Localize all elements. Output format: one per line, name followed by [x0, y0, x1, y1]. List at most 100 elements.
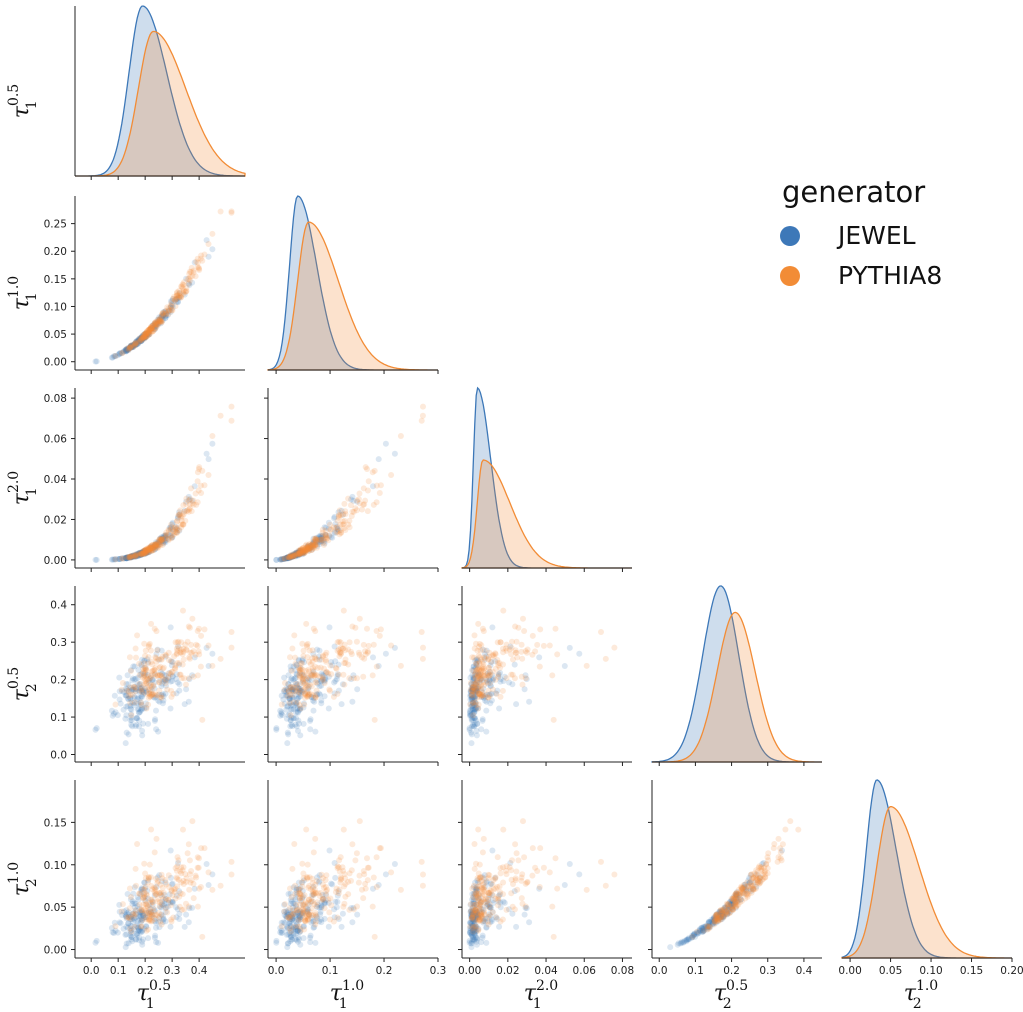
- point-pythia8: [356, 818, 363, 825]
- point-pythia8: [143, 546, 150, 553]
- point-pythia8: [282, 680, 288, 686]
- point-pythia8: [194, 264, 201, 270]
- point-pythia8: [362, 464, 369, 471]
- point-jewel: [281, 555, 288, 562]
- point-jewel: [287, 553, 294, 560]
- point-jewel: [116, 674, 123, 681]
- point-jewel: [167, 847, 174, 854]
- point-jewel: [131, 552, 138, 559]
- point-pythia8: [165, 897, 172, 903]
- point-pythia8: [112, 352, 119, 359]
- point-jewel: [349, 919, 356, 926]
- point-pythia8: [342, 875, 349, 882]
- y-axis-label-t2_10: τ1.0 2: [6, 862, 40, 896]
- point-pythia8: [166, 527, 172, 534]
- point-pythia8: [186, 506, 193, 513]
- point-jewel: [140, 335, 147, 342]
- x-tick-label: 0.1: [110, 965, 127, 977]
- legend-label-jewel: JEWEL: [836, 221, 916, 250]
- point-jewel: [286, 554, 293, 561]
- point-pythia8: [737, 899, 743, 906]
- point-jewel: [186, 282, 193, 288]
- point-jewel: [145, 330, 152, 337]
- point-jewel: [169, 519, 176, 526]
- point-jewel: [308, 544, 315, 551]
- point-pythia8: [146, 545, 153, 552]
- point-jewel: [316, 541, 323, 547]
- point-pythia8: [489, 909, 496, 916]
- point-jewel: [316, 538, 323, 545]
- point-pythia8: [228, 208, 235, 215]
- point-jewel: [136, 551, 143, 558]
- point-pythia8: [171, 297, 178, 304]
- point-jewel: [273, 556, 280, 563]
- point-pythia8: [349, 623, 356, 630]
- point-jewel: [112, 709, 119, 716]
- point-jewel: [326, 624, 333, 631]
- point-jewel: [123, 347, 130, 354]
- point-jewel: [117, 555, 124, 562]
- point-pythia8: [125, 347, 132, 353]
- point-jewel: [319, 533, 326, 540]
- point-jewel: [284, 554, 291, 561]
- point-pythia8: [522, 903, 529, 910]
- point-pythia8: [300, 546, 307, 553]
- point-pythia8: [312, 655, 319, 662]
- point-pythia8: [298, 879, 305, 886]
- point-pythia8: [133, 882, 139, 889]
- point-jewel: [160, 533, 167, 540]
- point-pythia8: [470, 684, 477, 691]
- point-pythia8: [479, 625, 486, 632]
- point-pythia8: [316, 536, 323, 543]
- point-pythia8: [529, 651, 536, 658]
- point-jewel: [284, 940, 291, 947]
- point-pythia8: [148, 544, 155, 551]
- point-pythia8: [146, 546, 153, 553]
- point-jewel: [139, 549, 146, 556]
- point-pythia8: [321, 905, 328, 912]
- point-pythia8: [373, 663, 380, 670]
- point-jewel: [300, 549, 307, 556]
- y-tick-label: 0.04: [44, 474, 68, 486]
- point-jewel: [132, 341, 139, 348]
- point-pythia8: [337, 512, 344, 519]
- point-pythia8: [334, 524, 341, 531]
- point-jewel: [185, 493, 192, 500]
- point-pythia8: [136, 660, 143, 667]
- point-pythia8: [174, 525, 181, 532]
- point-pythia8: [154, 544, 161, 551]
- point-pythia8: [141, 335, 148, 342]
- point-pythia8: [141, 550, 148, 557]
- kde-pythia8-t1_20: [461, 459, 632, 569]
- point-pythia8: [119, 680, 126, 686]
- point-pythia8: [194, 628, 201, 634]
- point-pythia8: [166, 307, 172, 314]
- point-pythia8: [142, 331, 149, 338]
- point-jewel: [138, 551, 145, 558]
- point-pythia8: [136, 335, 143, 342]
- point-pythia8: [184, 507, 191, 514]
- point-pythia8: [205, 472, 212, 478]
- point-pythia8: [771, 841, 778, 847]
- point-pythia8: [140, 334, 147, 341]
- point-jewel: [163, 312, 169, 319]
- point-pythia8: [296, 548, 303, 555]
- point-pythia8: [485, 921, 492, 928]
- point-pythia8: [478, 642, 485, 649]
- point-pythia8: [144, 330, 151, 337]
- point-jewel: [281, 556, 287, 562]
- point-pythia8: [186, 857, 193, 864]
- point-jewel: [286, 555, 293, 561]
- point-jewel: [143, 549, 149, 556]
- point-pythia8: [299, 550, 306, 557]
- point-jewel: [123, 346, 130, 353]
- point-jewel: [169, 298, 176, 304]
- point-pythia8: [469, 654, 476, 661]
- point-jewel: [316, 647, 323, 654]
- point-jewel: [125, 345, 132, 352]
- point-pythia8: [144, 328, 151, 335]
- point-jewel: [162, 308, 169, 315]
- point-jewel: [294, 551, 301, 558]
- point-jewel: [160, 309, 167, 315]
- point-jewel: [279, 556, 286, 562]
